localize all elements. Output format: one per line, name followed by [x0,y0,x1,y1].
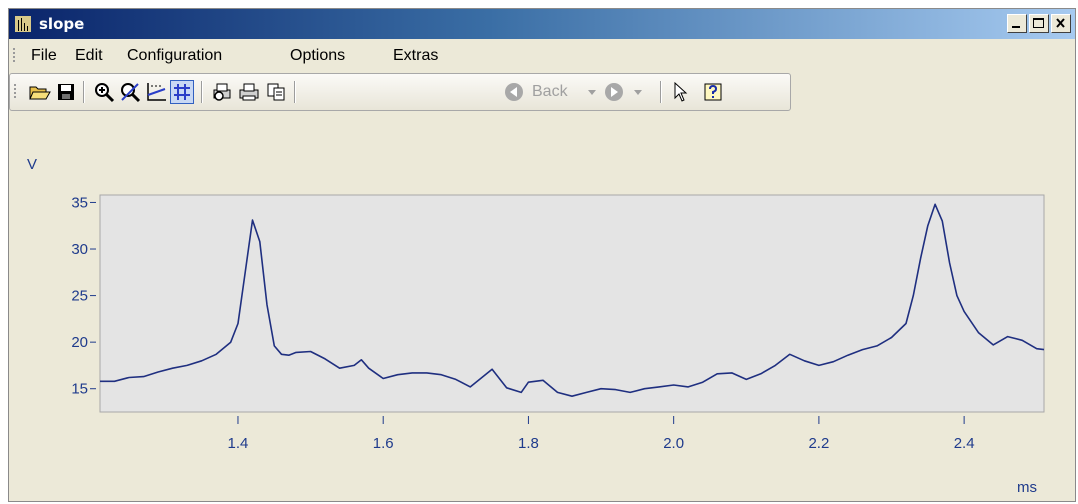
y-tick-label: 20 [71,334,88,351]
print-preview-button[interactable] [210,80,234,104]
chevron-down-icon [634,90,642,95]
maximize-button[interactable] [1029,14,1049,33]
copy-icon [267,83,285,101]
zoom-button[interactable] [92,80,116,104]
save-button[interactable] [54,80,78,104]
close-icon [1056,18,1065,28]
toolbar: Back [9,73,791,111]
chevron-down-icon [588,90,596,95]
series-line [100,203,1045,398]
y-tick-label: 35 [71,194,88,211]
menu-options[interactable]: Options [290,47,346,64]
toolbar-separator [660,81,662,103]
toolbar-grip[interactable] [14,84,17,100]
toolbar-separator [83,81,85,103]
copy-button[interactable] [264,80,288,104]
x-tick-label: 1.6 [373,435,394,452]
back-dropdown-button[interactable] [580,80,604,104]
print-preview-icon [213,83,231,101]
open-button[interactable] [28,80,52,104]
line-chart[interactable]: 15 20 25 30 35 1.4 1.6 1.8 2.0 2.2 2.4 [9,9,1075,501]
forward-arrow-icon [605,83,623,101]
grid-button[interactable] [170,80,194,104]
zoom-off-icon [121,83,141,103]
y-tick-label: 30 [71,241,88,258]
title-bar[interactable]: slope [9,9,1075,39]
x-tick-label: 2.0 [663,435,684,452]
back-label: Back [532,83,568,100]
forward-button[interactable] [602,80,626,104]
close-button[interactable] [1051,14,1071,33]
zoom-in-icon [95,83,115,103]
menu-file[interactable]: File [31,47,57,64]
x-tick-label: 1.8 [518,435,539,452]
back-arrow-icon [505,83,523,101]
y-tick-label: 25 [71,288,88,305]
y-axis-unit: V [27,156,38,173]
menu-extras[interactable]: Extras [393,47,439,64]
toolbar-separator [294,81,296,103]
toolbar-separator [201,81,203,103]
minimize-button[interactable] [1007,14,1027,33]
application-window: slope File Edit Configuration Options Ex… [8,8,1076,502]
grid-icon [174,84,190,100]
x-tick-label: 2.2 [808,435,829,452]
back-button[interactable] [502,80,526,104]
menu-configuration[interactable]: Configuration [127,47,223,64]
axis-scale-icon [147,83,166,101]
help-icon [704,83,722,101]
menu-bar: File Edit Configuration Options Extras [9,39,1075,71]
axis-scale-button[interactable] [144,80,168,104]
pointer-button[interactable] [668,80,692,104]
x-tick-label: 1.4 [228,435,249,452]
print-icon [239,83,259,101]
x-tick-label: 2.4 [954,435,975,452]
menubar-grip[interactable] [13,48,16,64]
forward-dropdown-button[interactable] [626,80,650,104]
app-icon [15,16,31,32]
y-tick-label: 15 [71,381,88,398]
print-button[interactable] [237,80,261,104]
zoom-off-button[interactable] [118,80,142,104]
window-title: slope [39,15,85,33]
open-folder-icon [29,86,51,100]
menu-edit[interactable]: Edit [75,47,103,64]
pointer-icon [674,81,688,102]
save-icon [58,84,74,100]
x-axis-unit: ms [1017,479,1037,496]
plot-area [99,194,1045,413]
help-button[interactable] [701,80,725,104]
